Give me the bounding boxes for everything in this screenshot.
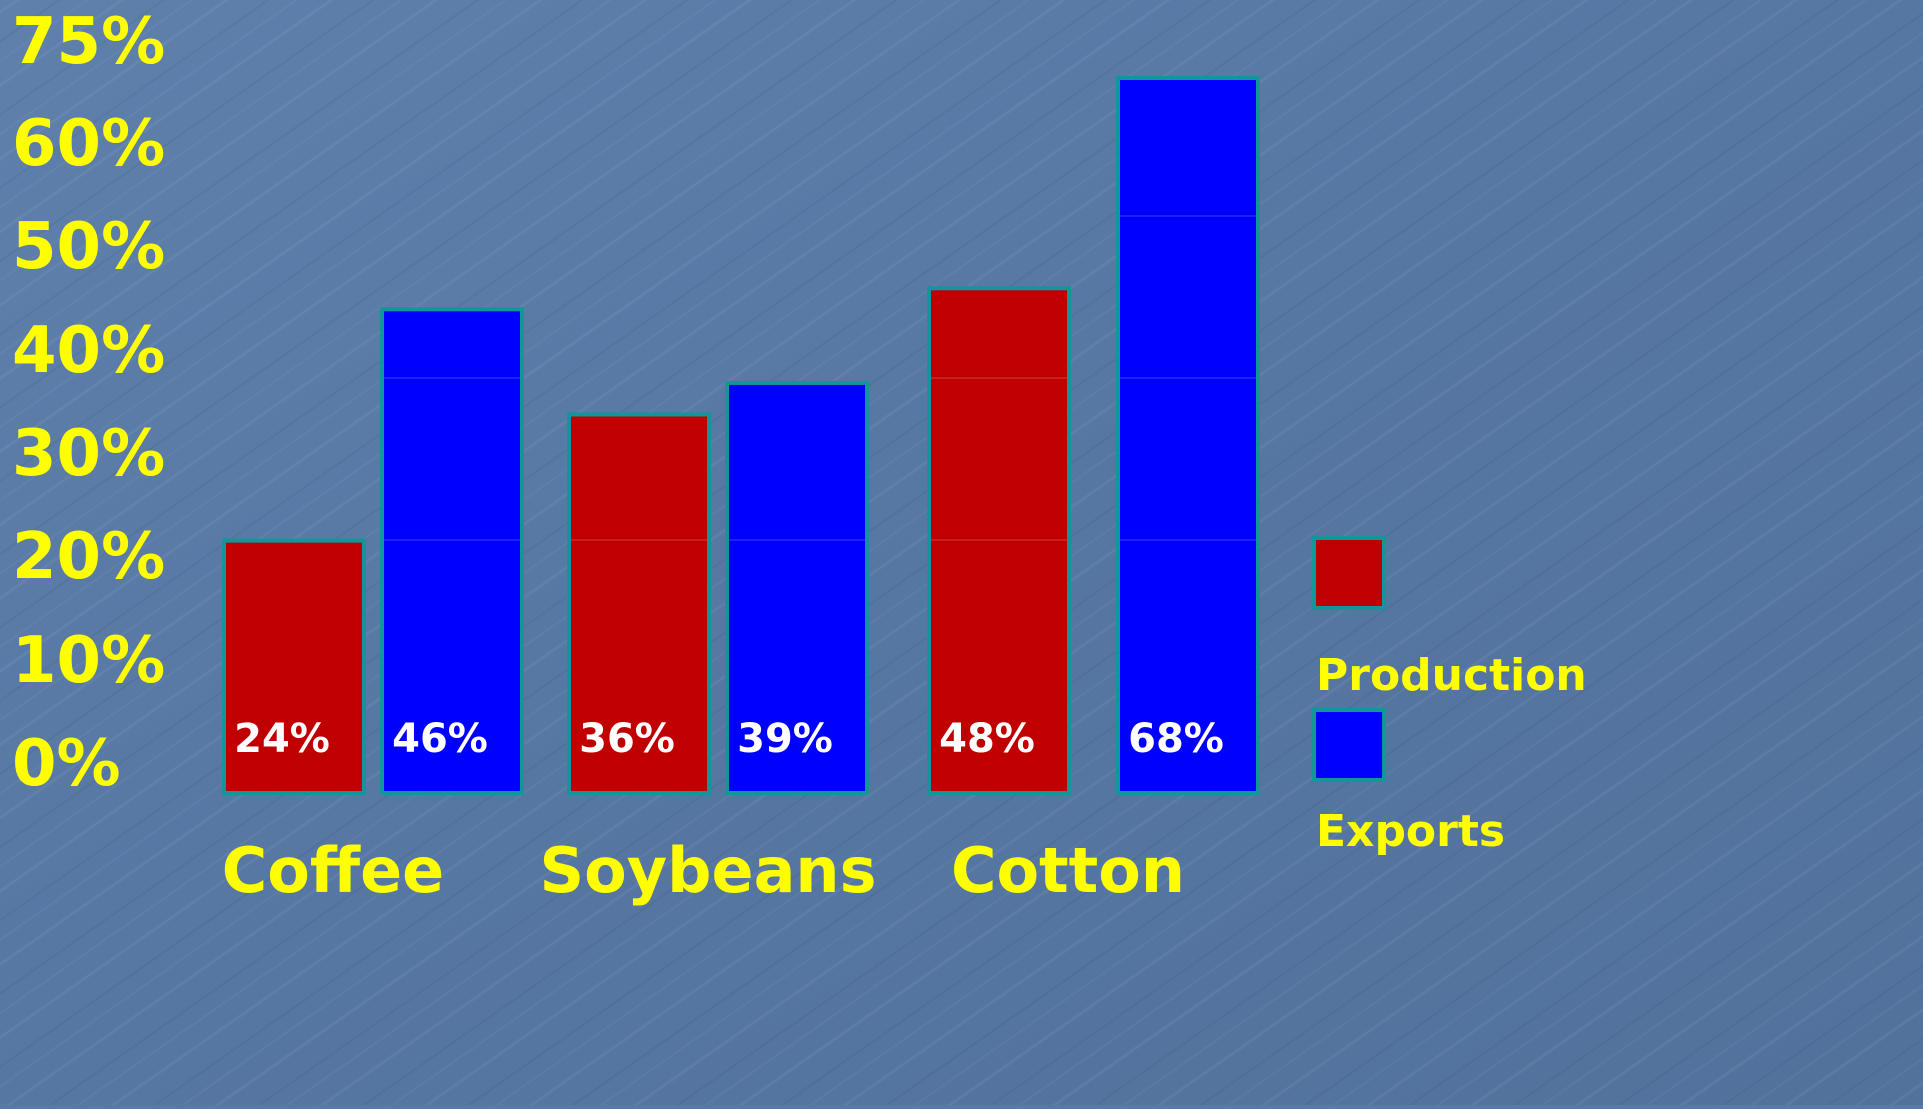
bar-value-label: 68%	[1128, 716, 1224, 762]
category-label-soybeans: Soybeans	[540, 834, 877, 907]
legend-swatch-production	[1312, 536, 1386, 610]
y-tick-label: 75%	[12, 5, 165, 79]
y-axis: 0% 10% 20% 30% 40% 50% 60% 75%	[12, 5, 165, 801]
category-label-coffee: Coffee	[222, 834, 444, 907]
bar-value-label: 46%	[392, 716, 488, 762]
y-tick-label: 20%	[12, 520, 165, 594]
legend-label-exports: Exports	[1316, 806, 1505, 857]
legend: Production Exports	[1312, 536, 1587, 857]
bar-production-cotton	[927, 286, 1071, 795]
y-tick-label: 50%	[12, 210, 165, 284]
bars: 24% 46% 36% 39% 48% 68%	[222, 76, 1260, 795]
legend-label-production: Production	[1316, 650, 1587, 701]
y-tick-label: 60%	[12, 107, 165, 181]
x-axis: Coffee Soybeans Cotton	[222, 834, 1185, 907]
bar-value-label: 39%	[737, 716, 833, 762]
y-tick-label: 40%	[12, 314, 165, 388]
bar-production-coffee	[222, 538, 366, 795]
bar-value-label: 48%	[939, 716, 1035, 762]
y-tick-label: 30%	[12, 417, 165, 491]
bar-value-label: 24%	[234, 716, 330, 762]
bar-exports-cotton	[1116, 76, 1260, 795]
bar-exports-soybeans	[725, 380, 869, 795]
legend-swatch-exports	[1312, 708, 1386, 782]
category-label-cotton: Cotton	[951, 834, 1185, 907]
y-tick-label: 0%	[12, 727, 121, 801]
y-tick-label: 10%	[12, 624, 165, 698]
bar-exports-coffee	[380, 307, 524, 795]
bar-production-soybeans	[567, 412, 711, 795]
bar-value-label: 36%	[579, 716, 675, 762]
